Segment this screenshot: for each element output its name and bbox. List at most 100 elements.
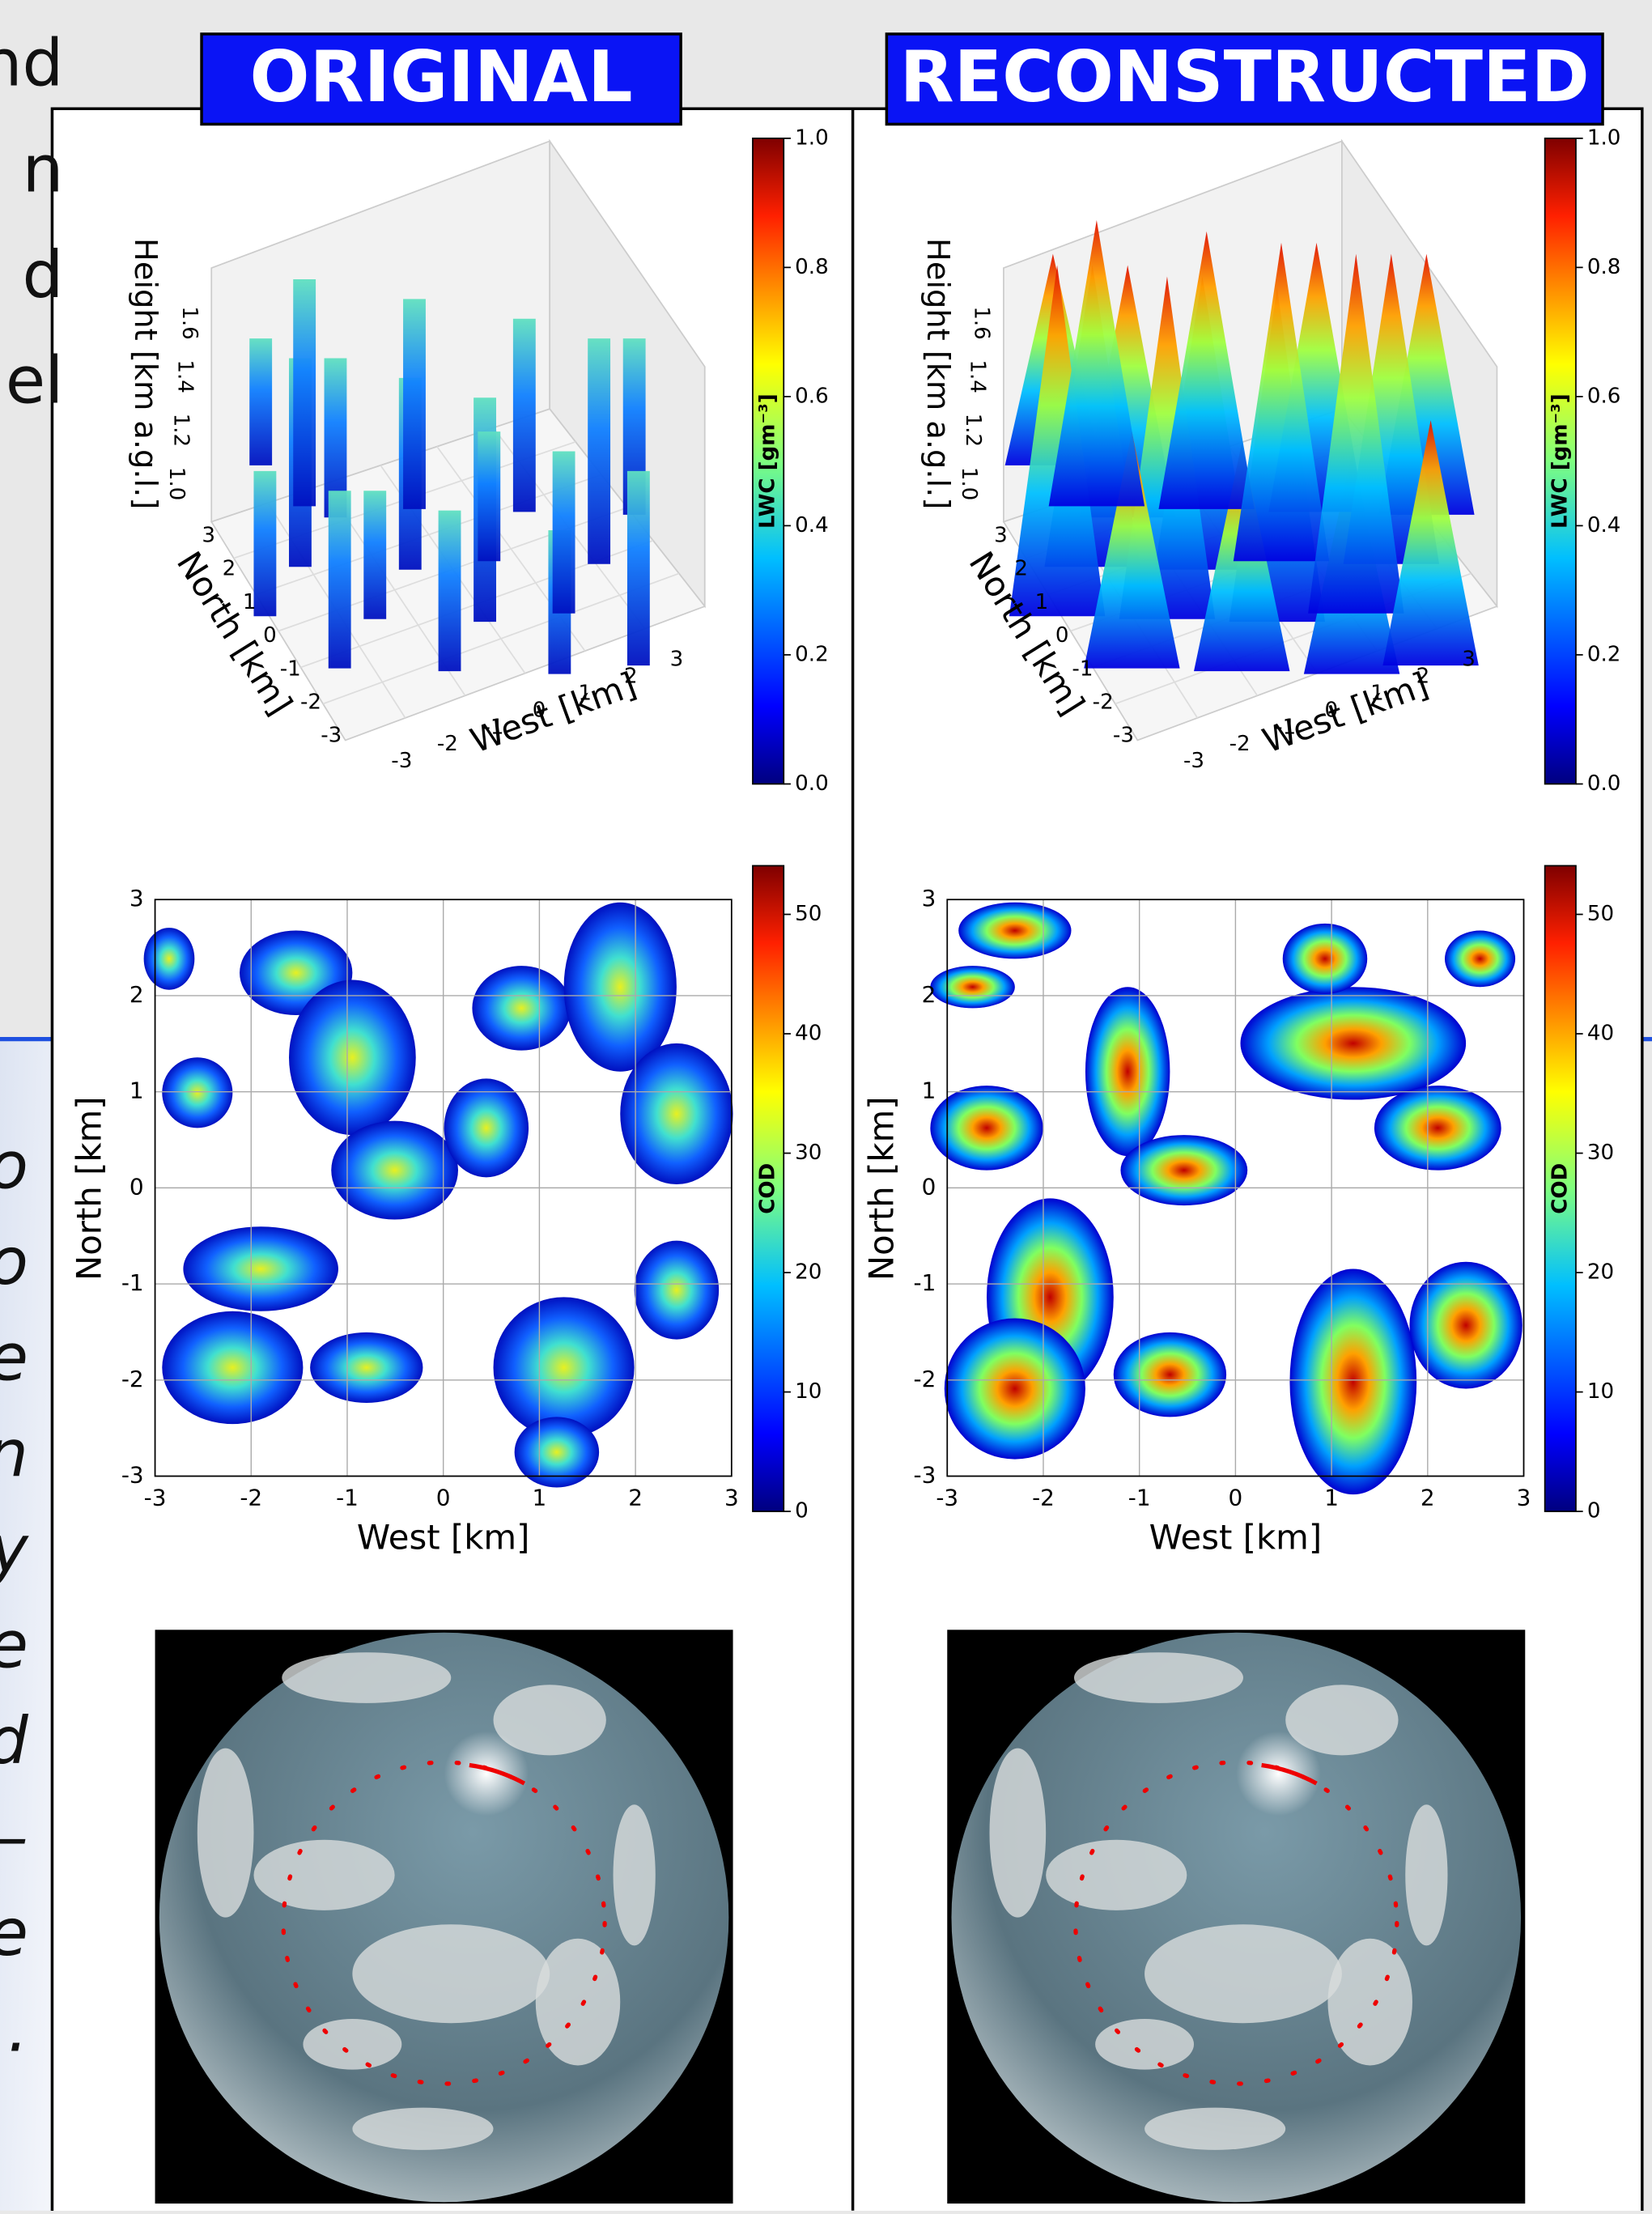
z-axis-label: Height [km a.g.l.]	[127, 238, 164, 509]
cloud	[535, 1938, 621, 2066]
side-text: .	[7, 1991, 28, 2066]
cloud	[352, 2107, 494, 2150]
cloud-patch	[563, 902, 677, 1072]
colorbar-tick-label: 20	[795, 1260, 822, 1285]
panel-title: ORIGINAL	[250, 36, 633, 118]
colorbar-tick-label: 0.6	[1587, 384, 1621, 408]
cloud	[989, 1748, 1047, 1918]
y-tick-label: -2	[300, 691, 321, 715]
y-tick-label: 0	[1055, 623, 1069, 648]
colorbar-tick-label: 1.0	[795, 125, 829, 150]
cloud-column	[328, 491, 351, 669]
cloud-patch	[1374, 1086, 1501, 1171]
cloud-patch	[1240, 987, 1467, 1100]
sun-arc	[1261, 1762, 1318, 1786]
colorbar-tick-label: 20	[1587, 1260, 1614, 1285]
cloud-patch	[310, 1332, 423, 1403]
sun	[1236, 1731, 1321, 1817]
volume-plot	[1002, 138, 1498, 742]
x-tick-label: 3	[724, 1484, 739, 1511]
colorbar-tick-label: 50	[1587, 902, 1614, 926]
cloud-column	[1233, 242, 1330, 562]
side-text: e	[0, 1319, 28, 1395]
cloud-column	[552, 451, 575, 614]
z-tick-label: 1.6	[177, 306, 202, 340]
x-tick-label: 3	[1517, 1484, 1531, 1511]
colorbar-tick-label: 0.4	[1587, 513, 1621, 538]
x-tick-label: -3	[144, 1484, 167, 1511]
cloud-patch	[444, 1078, 529, 1178]
colorbar-label: COD	[756, 1163, 780, 1214]
colorbar-tick-label: 40	[795, 1022, 822, 1046]
colorbar-tick-label: 0.0	[1587, 771, 1621, 796]
y-tick-label: -1	[280, 657, 301, 681]
cloud	[1145, 2107, 1286, 2150]
cloud-patch	[514, 1417, 600, 1488]
colorbar-tick-label: 10	[795, 1379, 822, 1404]
header-box	[885, 32, 1604, 126]
colorbar	[752, 137, 785, 785]
cloud-column	[1084, 431, 1180, 669]
y-tick-label: 3	[922, 885, 936, 912]
y-tick-label: 0	[922, 1173, 936, 1200]
volume-plot	[210, 138, 707, 742]
sun-path	[1073, 1760, 1399, 2086]
colorbar-tick-label: 0	[795, 1499, 809, 1523]
colorbar-tick-label: 30	[1587, 1141, 1614, 1165]
colorbar-tick-label: 0.6	[795, 384, 829, 408]
side-background	[0, 1039, 53, 2211]
side-text: e	[0, 1608, 28, 1683]
cloud	[493, 1685, 606, 1756]
colorbar	[752, 865, 785, 1512]
header-box	[200, 32, 682, 126]
x-tick-label: 1	[1370, 681, 1384, 705]
cloud-column	[622, 338, 646, 515]
y-tick-label: -3	[121, 1462, 144, 1489]
y-tick-label: 2	[922, 981, 936, 1008]
map-frame	[946, 899, 1525, 1477]
cloud	[613, 1804, 656, 1946]
z-tick-label: 1.0	[164, 467, 189, 501]
y-tick-label: 1	[922, 1077, 936, 1104]
panel-title: RECONSTRUCTED	[900, 36, 1590, 118]
cloud	[1285, 1685, 1399, 1756]
cloud	[253, 1839, 395, 1910]
cloud-patch	[331, 1120, 458, 1220]
y-tick-label: -3	[321, 724, 342, 748]
cloud-column	[253, 470, 277, 617]
cloud-column	[1308, 253, 1404, 614]
colorbar-tick-label: 0	[1587, 1499, 1601, 1523]
y-tick-label: -3	[1113, 724, 1134, 748]
x-tick-label: -1	[336, 1484, 359, 1511]
cloud	[282, 1652, 452, 1703]
cloud-column	[1382, 420, 1479, 666]
side-text: –	[0, 1800, 28, 1875]
sun	[444, 1731, 529, 1817]
colorbar-tick-label: 50	[795, 902, 822, 926]
cloud	[1095, 2018, 1195, 2070]
colorbar-label: COD	[1548, 1163, 1572, 1214]
x-tick-label: 1	[533, 1484, 547, 1511]
y-tick-label: 0	[263, 623, 277, 648]
side-text: o	[0, 1128, 28, 1204]
cloud-column	[249, 338, 273, 465]
y-tick-label: -2	[914, 1366, 936, 1392]
x-tick-label: 3	[670, 648, 684, 672]
y-tick-label: 3	[202, 523, 215, 547]
side-text: n	[0, 1416, 28, 1491]
x-tick-label: 2	[1421, 1484, 1435, 1511]
y-tick-label: 0	[130, 1173, 144, 1200]
x-axis-label: West [km]	[1149, 1517, 1322, 1557]
y-tick-label: 2	[223, 557, 236, 581]
cloud-patch	[183, 1226, 338, 1311]
y-axis-label: North [km]	[861, 1096, 901, 1281]
cloud-column	[363, 491, 387, 619]
cloud	[1405, 1804, 1448, 1946]
cloud	[1046, 1839, 1187, 1910]
y-tick-label: 1	[243, 590, 257, 614]
cloud-patch	[620, 1043, 733, 1185]
y-tick-label: 2	[130, 981, 144, 1008]
cloud-patch	[143, 928, 195, 990]
x-tick-label: -2	[1229, 732, 1251, 756]
